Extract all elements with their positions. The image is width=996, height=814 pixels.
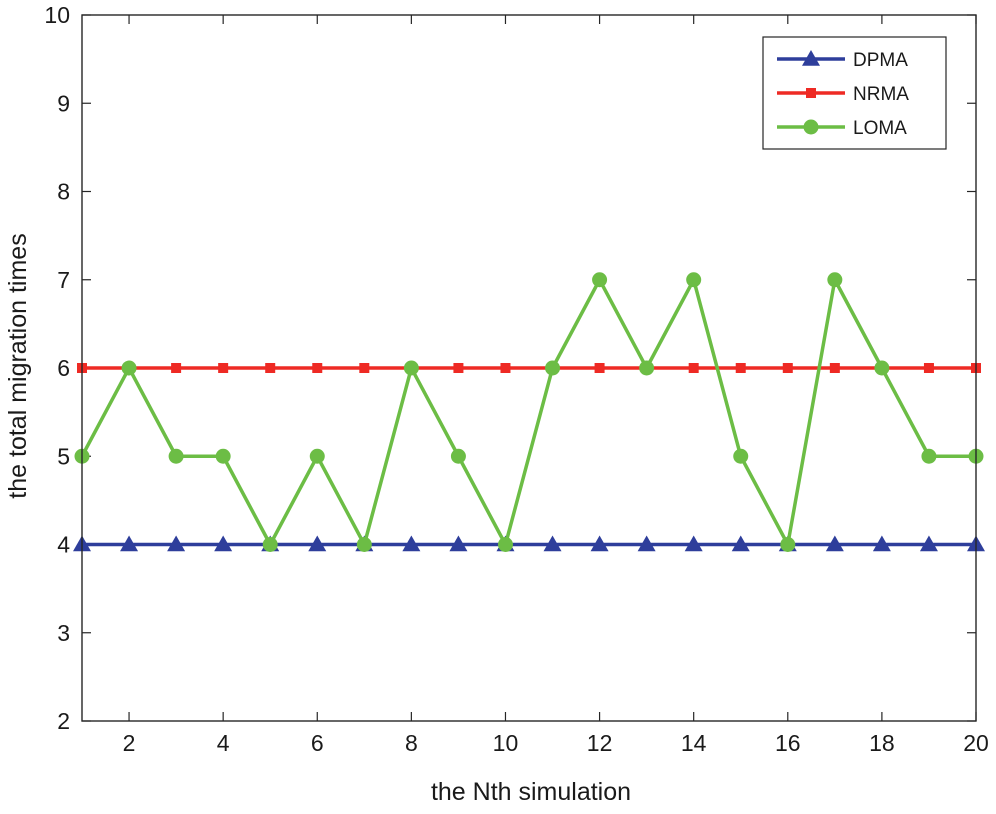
data-point-dpma <box>825 535 844 552</box>
data-point-nrma <box>735 363 746 373</box>
series-layer <box>73 272 985 552</box>
legend-label: NRMA <box>853 84 909 105</box>
data-point-loma <box>639 360 655 376</box>
legend-entry-nrma: NRMA <box>777 84 909 105</box>
data-point-nrma <box>594 363 605 373</box>
data-point-dpma <box>543 535 562 552</box>
data-point-nrma <box>782 363 793 373</box>
data-point-nrma <box>359 363 370 373</box>
legend-entry-dpma: DPMA <box>777 50 908 71</box>
legend-swatch-marker <box>803 119 819 135</box>
legend-entry-loma: LOMA <box>777 118 907 139</box>
data-point-loma <box>921 448 937 464</box>
y-tick-label: 9 <box>57 90 70 116</box>
x-tick-label: 2 <box>123 730 136 756</box>
data-point-loma <box>356 537 372 552</box>
x-tick-label: 4 <box>217 730 230 756</box>
series-line-loma <box>80 278 976 547</box>
x-tick-label: 16 <box>775 730 801 756</box>
data-point-loma <box>733 448 749 464</box>
data-point-nrma <box>453 363 464 373</box>
y-tick-label: 8 <box>57 179 70 205</box>
data-point-loma <box>309 448 325 464</box>
legend-label: LOMA <box>853 118 907 139</box>
data-point-nrma <box>265 363 276 373</box>
data-point-dpma <box>120 535 139 552</box>
x-tick-label: 18 <box>869 730 895 756</box>
x-tick-label: 6 <box>311 730 324 756</box>
data-point-nrma <box>688 363 699 373</box>
axis-ticks: 2 4 6 8 10 12 14 16 18 20 2 3 4 5 6 7 8 9 10 <box>44 2 988 756</box>
data-point-dpma <box>637 535 656 552</box>
data-point-nrma <box>923 363 934 373</box>
data-point-dpma <box>731 535 750 552</box>
x-tick-label: 12 <box>587 730 613 756</box>
y-tick-label: 10 <box>44 2 70 28</box>
data-point-nrma <box>171 363 182 373</box>
y-tick-label: 4 <box>57 532 70 558</box>
data-point-loma <box>686 272 702 288</box>
legend: DPMA NRMA LOMA <box>762 36 947 150</box>
data-point-loma <box>874 360 890 376</box>
data-point-loma <box>168 448 184 464</box>
data-point-loma <box>780 537 796 552</box>
data-point-dpma <box>590 535 609 552</box>
y-tick-label: 7 <box>57 267 70 293</box>
y-tick-label: 5 <box>57 443 70 469</box>
data-point-nrma <box>500 363 511 373</box>
data-point-dpma <box>449 535 468 552</box>
x-tick-label: 14 <box>681 730 707 756</box>
y-tick-label: 6 <box>57 355 70 381</box>
legend-swatch-marker <box>806 88 816 98</box>
data-point-loma <box>215 448 231 464</box>
data-point-loma <box>545 360 561 376</box>
data-point-dpma <box>402 535 421 552</box>
x-tick-label: 10 <box>493 730 519 756</box>
data-point-dpma <box>919 535 938 552</box>
data-point-dpma <box>167 535 186 552</box>
data-point-loma <box>403 360 419 376</box>
data-point-loma <box>262 537 278 552</box>
legend-label: DPMA <box>853 50 908 71</box>
data-point-dpma <box>684 535 703 552</box>
data-point-dpma <box>308 535 327 552</box>
x-axis-title: the Nth simulation <box>431 778 631 806</box>
data-point-loma <box>827 272 843 288</box>
data-point-nrma <box>829 363 840 373</box>
x-tick-label: 8 <box>405 730 418 756</box>
data-point-loma <box>450 448 466 464</box>
y-tick-label: 3 <box>57 620 70 646</box>
y-tick-label: 2 <box>57 708 70 734</box>
data-point-loma <box>592 272 608 288</box>
data-point-nrma <box>218 363 229 373</box>
legend-swatch-marker <box>802 50 820 66</box>
data-point-loma <box>497 537 513 552</box>
x-tick-label: 20 <box>963 730 989 756</box>
axes-box <box>81 14 977 722</box>
y-axis-title: the total migration times <box>4 233 32 498</box>
data-point-dpma <box>214 535 233 552</box>
data-point-dpma <box>872 535 891 552</box>
data-point-loma <box>121 360 137 376</box>
data-point-nrma <box>312 363 323 373</box>
plot-frame <box>81 14 977 722</box>
